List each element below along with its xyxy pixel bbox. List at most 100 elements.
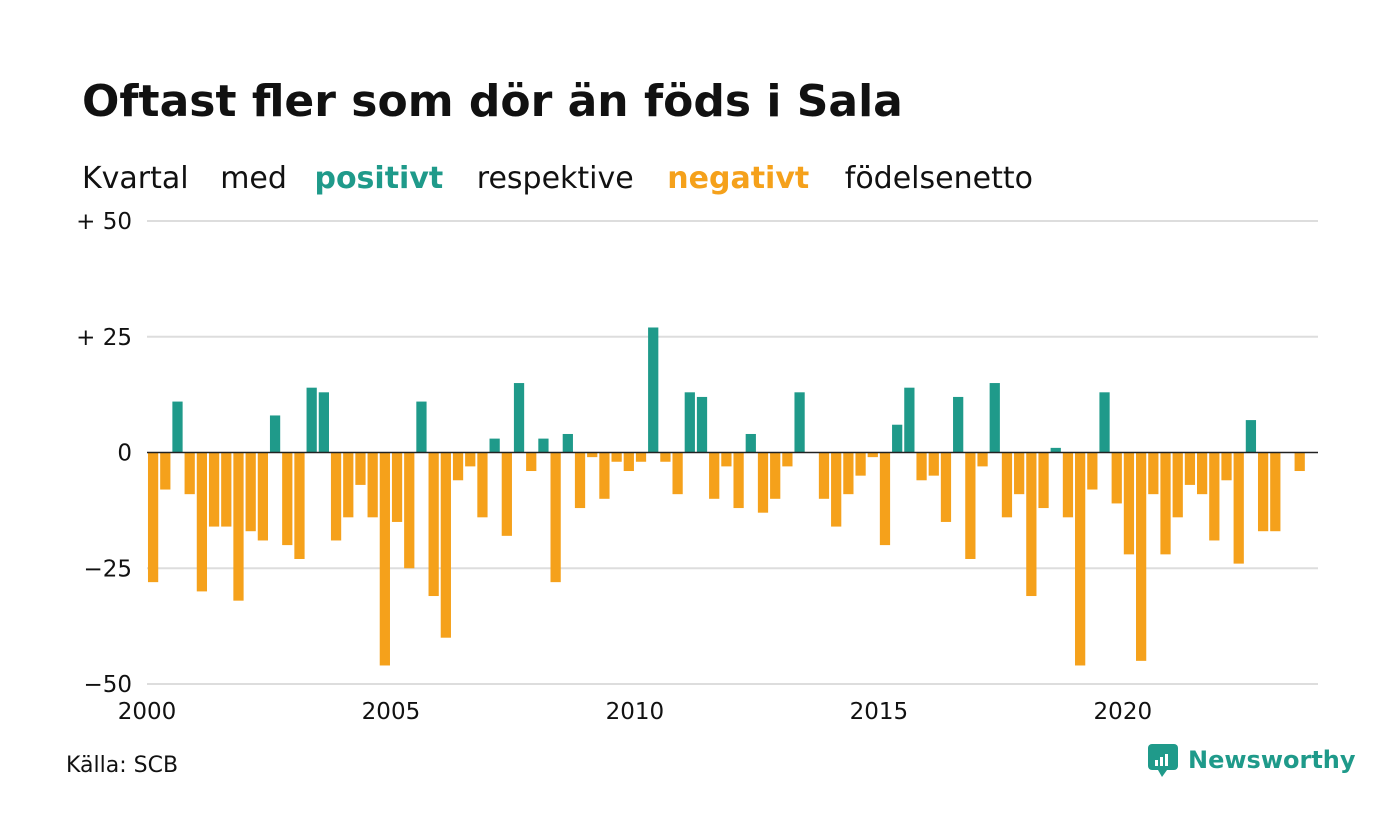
bar-2023-Q3: [1294, 452, 1305, 472]
bar-2016-Q4: [965, 452, 976, 559]
bar-2016-Q3: [953, 396, 964, 453]
bar-2006-Q4: [477, 452, 488, 518]
bar-2010-Q4: [672, 452, 683, 495]
grid-lines: [147, 220, 1318, 685]
bar-2022-Q3: [1245, 420, 1257, 453]
brand-name: Newsworthy: [1188, 746, 1356, 774]
bar-2015-Q1: [879, 452, 891, 546]
brand-logo: Newsworthy: [1148, 744, 1356, 777]
y-axis-labels: + 50 + 25 0 −25 −50: [76, 209, 132, 698]
subtitle-part-4: respektive: [477, 161, 634, 196]
bar-2018-Q3: [1050, 447, 1061, 453]
bar-2008-Q2: [550, 452, 561, 583]
bar-2001-Q2: [208, 452, 220, 527]
bar-2000-Q2: [160, 452, 171, 490]
bar-2003-Q4: [330, 452, 342, 541]
bar-2012-Q4: [770, 452, 781, 499]
subtitle-negative: negativt: [667, 161, 809, 196]
bar-2013-Q2: [794, 392, 805, 453]
bar-2021-Q4: [1209, 452, 1220, 541]
x-tick-label: 2010: [606, 699, 665, 725]
bar-2006-Q1: [440, 452, 451, 638]
bar-2015-Q3: [904, 387, 915, 453]
bar-2013-Q1: [782, 452, 793, 467]
bar-2002-Q2: [257, 452, 269, 541]
bar-2014-Q4: [867, 452, 878, 458]
bar-2007-Q3: [513, 383, 525, 453]
source-label: Källa: SCB: [66, 753, 178, 778]
bar-2002-Q3: [269, 415, 281, 453]
bar-2012-Q2: [745, 433, 756, 453]
y-tick-label: + 50: [76, 209, 132, 235]
bar-2005-Q1: [391, 452, 403, 522]
bar-2018-Q1: [1026, 452, 1037, 597]
bar-2020-Q3: [1148, 452, 1159, 495]
bar-2000-Q3: [172, 401, 183, 453]
bar-2014-Q2: [843, 452, 854, 495]
bar-2007-Q1: [489, 438, 500, 453]
bar-2002-Q1: [245, 452, 256, 532]
bar-2018-Q4: [1062, 452, 1074, 518]
bar-2000-Q4: [184, 452, 195, 495]
bar-2021-Q2: [1184, 452, 1196, 485]
bar-2011-Q3: [709, 452, 720, 499]
bar-2022-Q1: [1221, 452, 1232, 481]
bar-2020-Q4: [1160, 452, 1171, 555]
bar-2021-Q1: [1172, 452, 1183, 518]
bar-2017-Q4: [1014, 452, 1025, 495]
bar-2005-Q4: [428, 452, 439, 597]
bar-2016-Q1: [928, 452, 939, 476]
bar-2018-Q2: [1038, 452, 1049, 509]
x-tick-label: 2000: [118, 699, 177, 725]
subtitle-positive: positivt: [314, 161, 443, 196]
bar-2006-Q2: [452, 452, 464, 481]
y-tick-label: 0: [117, 441, 132, 467]
bar-2007-Q4: [526, 452, 537, 472]
bar-2004-Q3: [367, 452, 378, 518]
bar-2004-Q2: [355, 452, 366, 485]
bar-2012-Q1: [733, 452, 744, 509]
bar-2005-Q3: [416, 401, 427, 453]
bar-2007-Q2: [501, 452, 512, 536]
y-tick-label: + 25: [76, 325, 132, 351]
bar-2009-Q4: [623, 452, 634, 472]
subtitle-part-2: med: [220, 161, 287, 196]
bar-2019-Q4: [1111, 452, 1122, 504]
y-tick-label: −25: [83, 556, 132, 582]
bar-2003-Q2: [306, 387, 317, 453]
x-axis-labels: 2000 2005 2010 2015 2020: [118, 699, 1152, 725]
bar-2017-Q3: [1001, 452, 1013, 518]
bar-2015-Q2: [892, 424, 903, 453]
bar-2001-Q4: [233, 452, 244, 601]
bars-group: [147, 327, 1305, 666]
bar-2020-Q2: [1136, 452, 1147, 661]
bar-2015-Q4: [916, 452, 927, 481]
bar-2011-Q4: [721, 452, 732, 467]
bar-2014-Q1: [831, 452, 842, 527]
bar-2020-Q1: [1123, 452, 1135, 555]
bar-2009-Q3: [611, 452, 622, 462]
x-tick-label: 2015: [850, 699, 909, 725]
bar-2009-Q1: [587, 452, 598, 458]
x-tick-label: 2020: [1094, 699, 1153, 725]
bar-2017-Q1: [977, 452, 988, 467]
bar-2009-Q2: [599, 452, 610, 499]
bar-2021-Q3: [1196, 452, 1208, 495]
bar-2006-Q3: [465, 452, 476, 467]
bar-2008-Q3: [562, 433, 573, 453]
bar-2012-Q3: [757, 452, 769, 513]
chart-subtitle: Kvartal med positivt respektive negativt…: [82, 161, 1033, 196]
bar-2008-Q4: [574, 452, 586, 509]
bar-2004-Q4: [379, 452, 390, 666]
x-tick-label: 2005: [362, 699, 421, 725]
bar-2010-Q1: [635, 452, 647, 462]
bar-2019-Q2: [1087, 452, 1098, 490]
bar-2000-Q1: [147, 452, 159, 583]
bar-2008-Q1: [538, 438, 549, 453]
bar-2019-Q1: [1075, 452, 1086, 666]
bar-2014-Q3: [855, 452, 866, 476]
subtitle-part-1: Kvartal: [82, 161, 189, 196]
y-tick-label: −50: [83, 672, 132, 698]
